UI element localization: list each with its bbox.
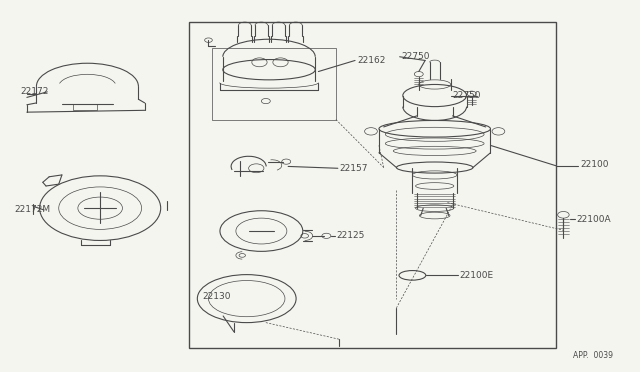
Bar bbox=[73, 104, 97, 110]
Text: APP.  0039: APP. 0039 bbox=[573, 350, 613, 359]
Text: 22172M: 22172M bbox=[14, 205, 51, 215]
Text: 22100: 22100 bbox=[580, 160, 609, 169]
Text: 22750: 22750 bbox=[401, 52, 430, 61]
Text: 22100A: 22100A bbox=[576, 215, 611, 224]
Text: 22125: 22125 bbox=[336, 231, 364, 240]
Text: 22130: 22130 bbox=[202, 292, 230, 301]
Text: 22750: 22750 bbox=[452, 91, 481, 100]
Text: 22157: 22157 bbox=[339, 164, 367, 173]
Text: 22172: 22172 bbox=[20, 87, 49, 96]
Bar bbox=[189, 22, 556, 349]
Bar bbox=[212, 48, 336, 119]
Text: 22162: 22162 bbox=[357, 56, 385, 65]
Text: 22100E: 22100E bbox=[459, 271, 493, 280]
